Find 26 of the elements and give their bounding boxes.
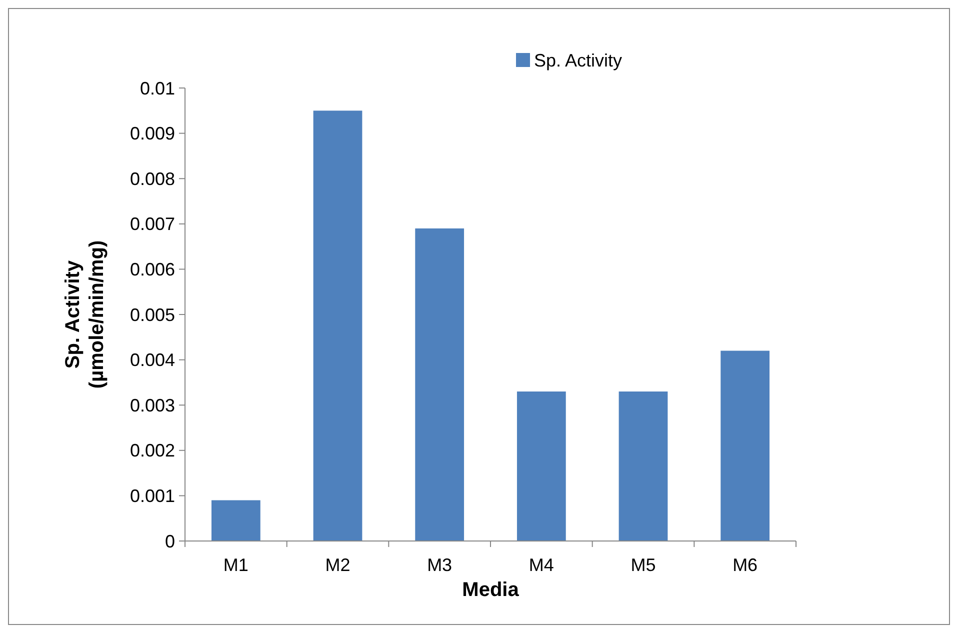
x-axis-title: Media (462, 579, 520, 601)
x-tick-label: M6 (732, 555, 758, 575)
bar (415, 228, 464, 541)
x-tick-label: M5 (630, 555, 656, 575)
y-tick-label: 0.003 (130, 395, 175, 416)
y-tick-label: 0.005 (130, 304, 175, 325)
y-tick-label: 0.002 (130, 440, 175, 461)
y-tick-label: 0 (164, 531, 175, 552)
bar (516, 392, 566, 541)
y-tick-label: 0.007 (130, 214, 175, 234)
y-axis-title: Sp. Activity (µmole/min/mg) (62, 240, 108, 389)
x-tick-label: M3 (427, 555, 452, 575)
y-tick-label: 0.008 (130, 168, 175, 189)
bar (720, 350, 770, 541)
bar (618, 392, 668, 541)
bar (211, 500, 260, 541)
y-tick-label: 0.009 (130, 124, 175, 144)
bar (313, 110, 362, 541)
x-tick-label: M1 (223, 555, 248, 575)
x-tick-label: M4 (528, 555, 554, 575)
y-tick-label: 0.004 (130, 350, 175, 370)
y-tick-label: 0.001 (130, 486, 175, 506)
x-tick-label: M2 (325, 555, 350, 575)
y-tick-label: 0.006 (130, 260, 175, 280)
y-tick-label: 0.01 (140, 78, 175, 98)
legend-label: Sp. Activity (534, 50, 622, 70)
